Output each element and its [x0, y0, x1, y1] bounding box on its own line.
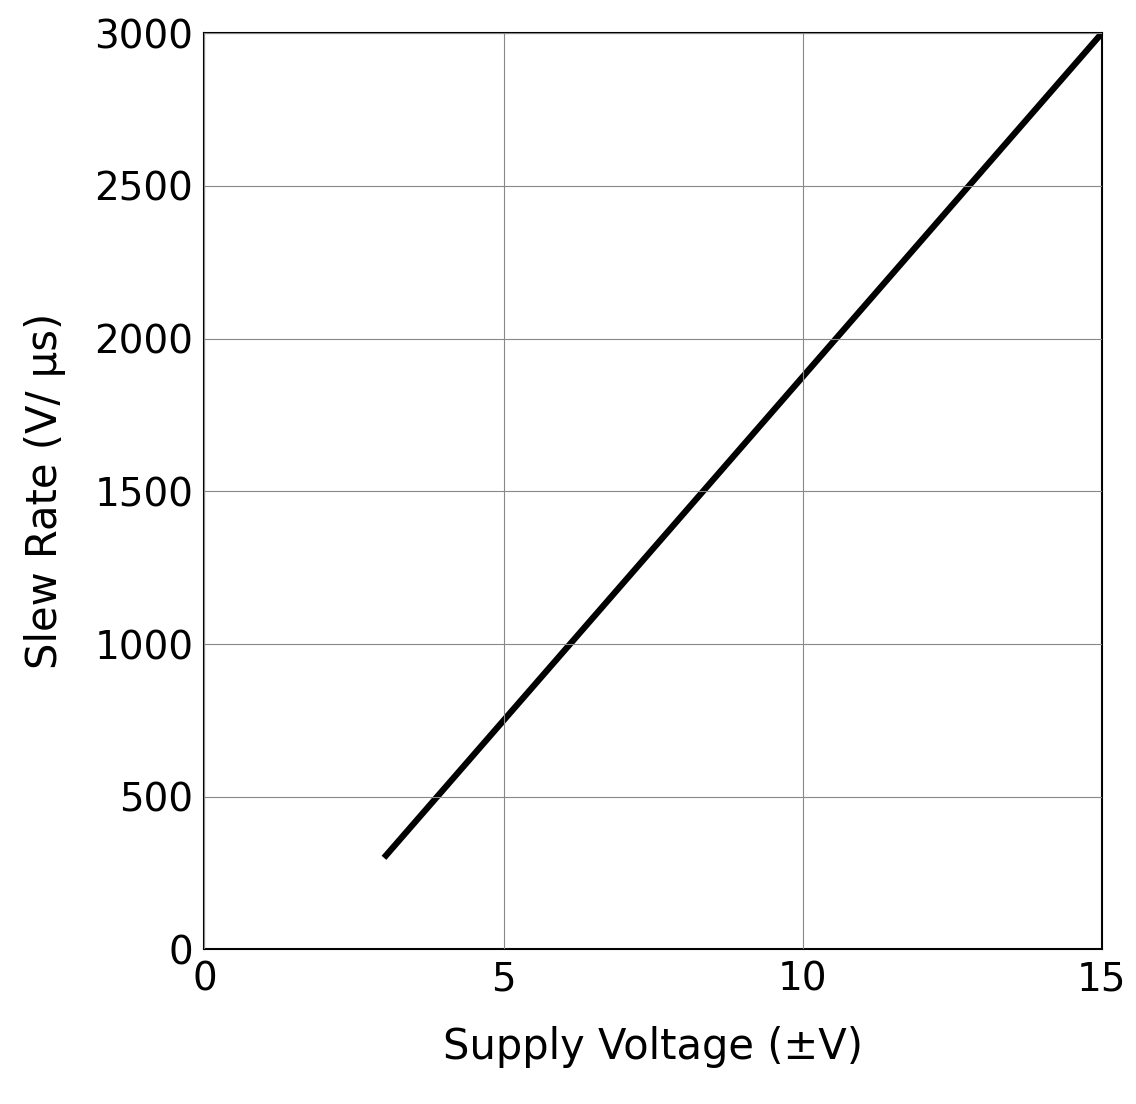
Y-axis label: Slew Rate (V/ μs): Slew Rate (V/ μs)	[25, 314, 67, 669]
X-axis label: Supply Voltage (±V): Supply Voltage (±V)	[443, 1027, 863, 1069]
